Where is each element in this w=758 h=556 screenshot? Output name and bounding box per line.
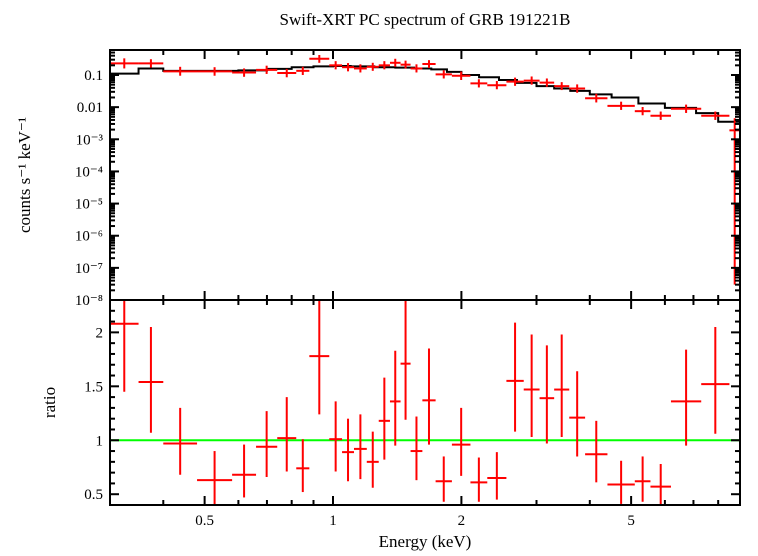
svg-text:10⁻⁵: 10⁻⁵ xyxy=(75,197,103,213)
svg-text:0.5: 0.5 xyxy=(84,487,103,503)
svg-text:Swift-XRT PC spectrum of GRB 1: Swift-XRT PC spectrum of GRB 191221B xyxy=(280,10,571,29)
svg-text:2: 2 xyxy=(458,513,466,529)
svg-text:10⁻⁶: 10⁻⁶ xyxy=(75,229,103,245)
svg-text:0.01: 0.01 xyxy=(77,100,103,116)
svg-text:1.5: 1.5 xyxy=(84,379,103,395)
svg-text:counts s⁻¹ keV⁻¹: counts s⁻¹ keV⁻¹ xyxy=(15,117,34,233)
svg-text:1: 1 xyxy=(96,433,104,449)
svg-text:2: 2 xyxy=(96,325,104,341)
svg-text:10⁻⁸: 10⁻⁸ xyxy=(75,293,103,309)
svg-text:5: 5 xyxy=(627,513,635,529)
svg-text:1: 1 xyxy=(329,513,337,529)
svg-text:10⁻³: 10⁻³ xyxy=(76,132,104,148)
svg-text:10⁻⁷: 10⁻⁷ xyxy=(75,261,103,277)
svg-text:0.1: 0.1 xyxy=(84,68,103,84)
svg-text:0.5: 0.5 xyxy=(195,513,214,529)
svg-text:ratio: ratio xyxy=(40,387,59,418)
svg-text:10⁻⁴: 10⁻⁴ xyxy=(75,164,103,180)
chart-container: Swift-XRT PC spectrum of GRB 191221B 0.5 1… xyxy=(0,0,758,556)
svg-text:Energy (keV): Energy (keV) xyxy=(379,532,472,551)
spectrum-chart: Swift-XRT PC spectrum of GRB 191221B 0.5 1… xyxy=(0,0,758,556)
